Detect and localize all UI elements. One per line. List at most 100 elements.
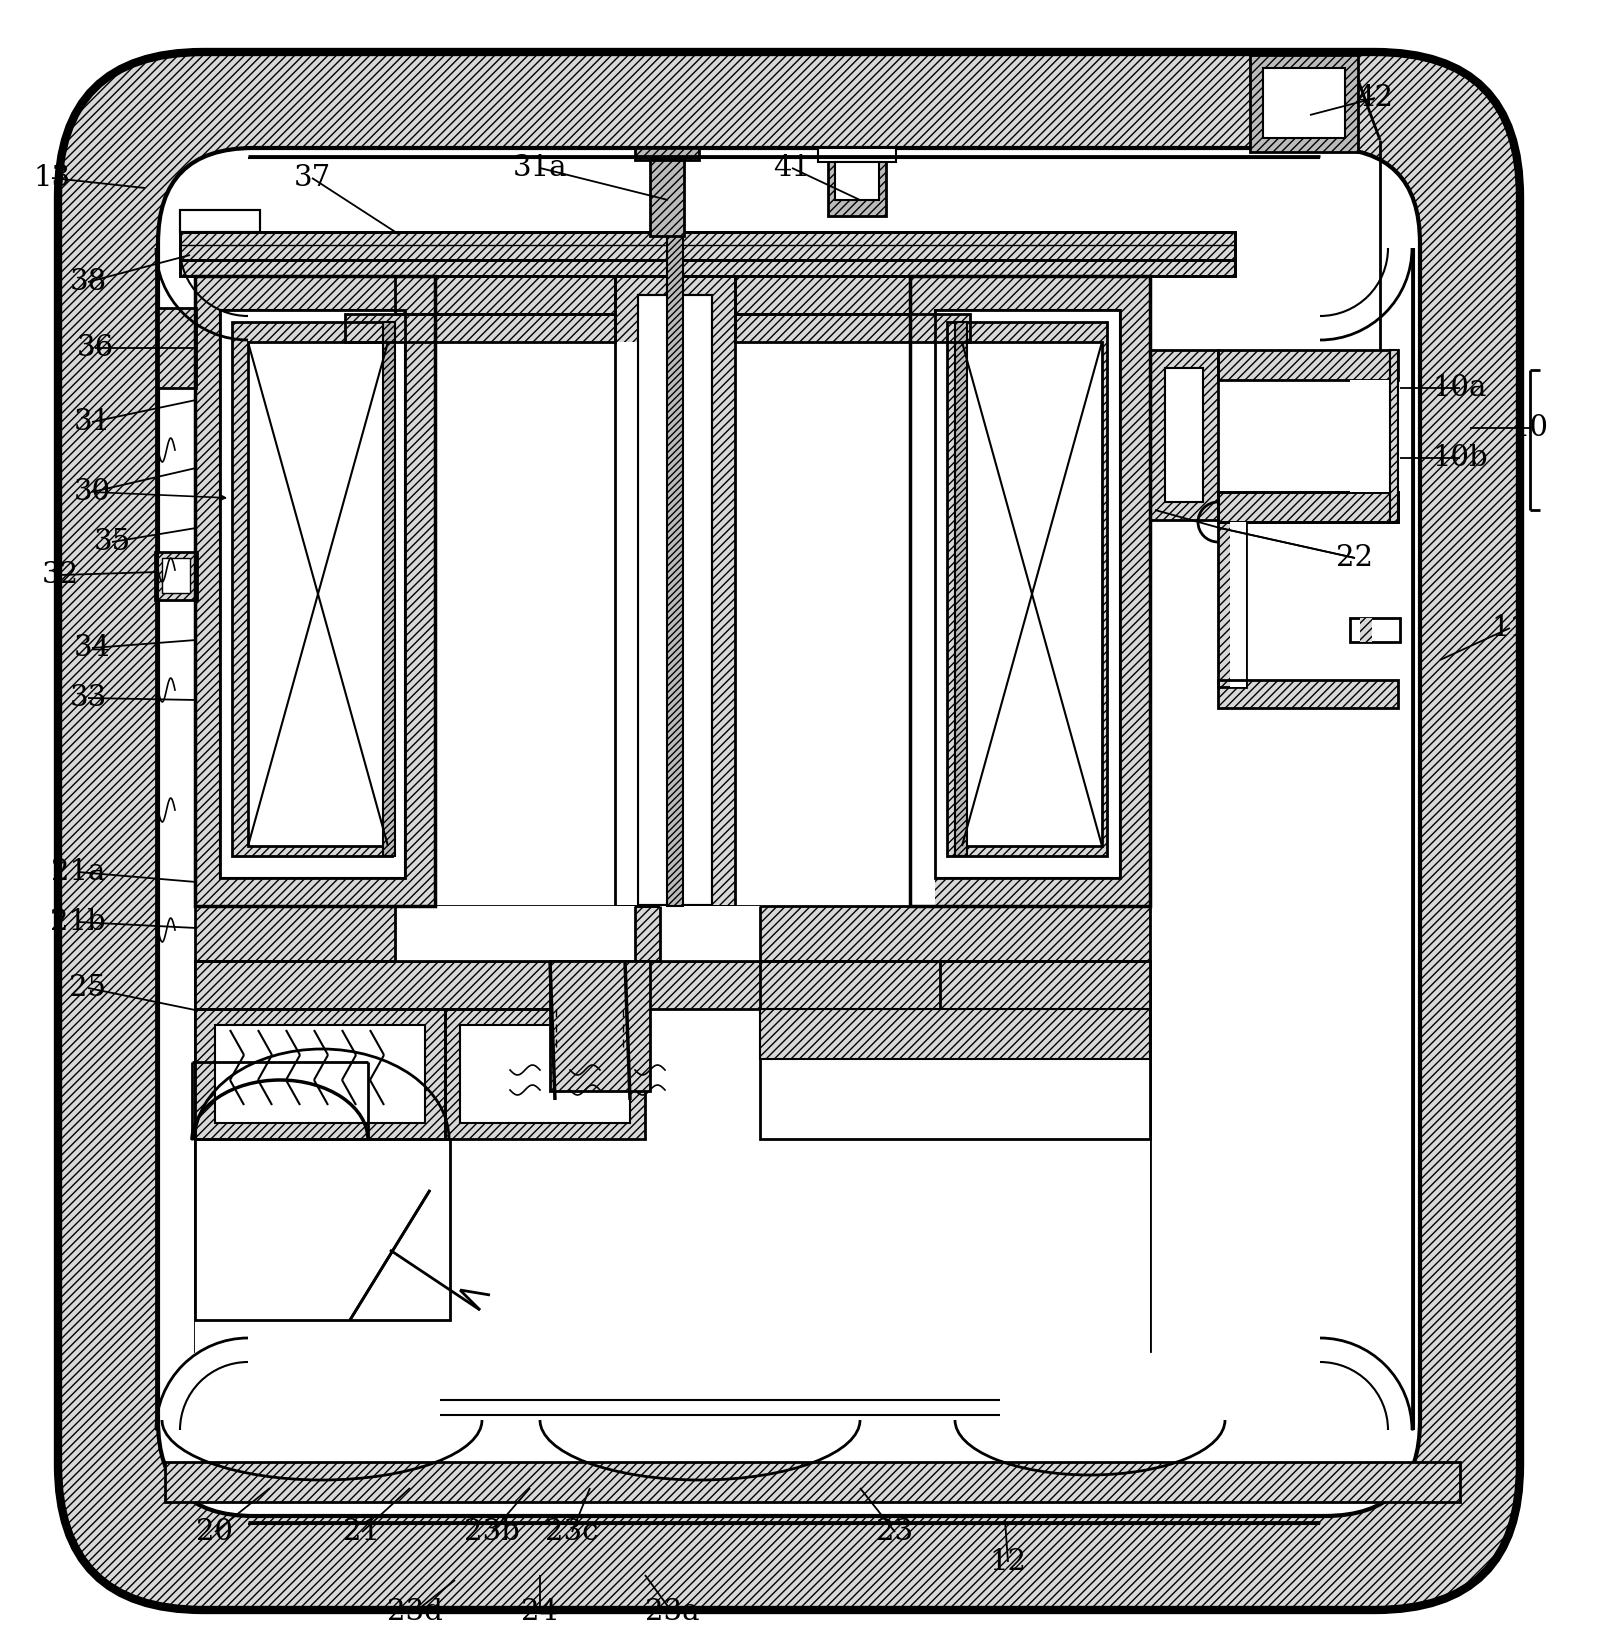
- Bar: [1262, 68, 1344, 139]
- Bar: [1349, 619, 1399, 642]
- Bar: [1390, 350, 1398, 521]
- Bar: [909, 342, 935, 906]
- Text: 33: 33: [69, 685, 107, 713]
- Text: 42: 42: [1356, 84, 1393, 112]
- Bar: [179, 210, 260, 233]
- Bar: [155, 553, 197, 601]
- Text: 20: 20: [197, 1518, 234, 1546]
- Text: 22: 22: [1336, 544, 1372, 573]
- Bar: [220, 310, 405, 878]
- Text: 23d: 23d: [387, 1597, 442, 1625]
- Bar: [158, 309, 195, 388]
- Bar: [1164, 368, 1202, 502]
- Bar: [395, 906, 634, 960]
- Bar: [195, 276, 434, 906]
- Text: 25: 25: [69, 974, 107, 1002]
- Bar: [220, 310, 405, 878]
- Bar: [634, 148, 699, 160]
- Bar: [660, 906, 760, 960]
- Bar: [195, 1010, 445, 1138]
- Bar: [165, 1462, 1459, 1502]
- Bar: [1217, 350, 1398, 380]
- Bar: [638, 295, 712, 904]
- Bar: [760, 960, 939, 1010]
- Bar: [946, 322, 1106, 856]
- Bar: [1390, 350, 1398, 521]
- Bar: [834, 162, 878, 200]
- Bar: [179, 233, 1235, 261]
- Bar: [383, 322, 395, 856]
- Bar: [1359, 619, 1372, 642]
- Bar: [460, 1025, 629, 1124]
- Bar: [232, 322, 392, 856]
- Bar: [734, 276, 909, 314]
- Bar: [395, 276, 615, 314]
- Bar: [615, 276, 734, 906]
- Text: 21a: 21a: [50, 858, 105, 886]
- Bar: [434, 342, 615, 906]
- Text: 36: 36: [76, 333, 113, 361]
- Text: 12: 12: [989, 1548, 1027, 1576]
- Bar: [935, 310, 1119, 878]
- Bar: [179, 261, 1235, 276]
- Bar: [954, 322, 967, 856]
- Polygon shape: [962, 342, 1101, 846]
- Text: 23: 23: [876, 1518, 914, 1546]
- Polygon shape: [909, 276, 1149, 906]
- Text: 38: 38: [69, 267, 107, 295]
- Text: 23c: 23c: [546, 1518, 599, 1546]
- Bar: [667, 158, 683, 906]
- Text: 10b: 10b: [1432, 444, 1486, 472]
- Bar: [161, 558, 190, 592]
- Bar: [395, 276, 615, 314]
- Bar: [158, 309, 195, 388]
- Text: 41: 41: [773, 153, 810, 182]
- Bar: [1217, 521, 1246, 686]
- Bar: [383, 322, 395, 856]
- Bar: [734, 276, 909, 314]
- Text: 35: 35: [94, 528, 131, 556]
- Polygon shape: [249, 342, 387, 846]
- Bar: [1230, 521, 1246, 686]
- FancyBboxPatch shape: [58, 53, 1519, 1610]
- Bar: [1149, 350, 1217, 520]
- Bar: [550, 960, 649, 1091]
- Bar: [828, 148, 886, 216]
- Bar: [667, 158, 683, 906]
- FancyBboxPatch shape: [158, 148, 1419, 1516]
- Bar: [760, 1010, 1149, 1138]
- Text: 23b: 23b: [463, 1518, 520, 1546]
- Text: 24: 24: [521, 1597, 558, 1625]
- Text: 11: 11: [1491, 614, 1527, 642]
- Bar: [195, 960, 1149, 1010]
- Text: 31: 31: [73, 408, 110, 436]
- Bar: [1249, 54, 1357, 152]
- Bar: [550, 960, 649, 1091]
- Bar: [195, 1010, 445, 1138]
- Text: 31a: 31a: [512, 153, 567, 182]
- Bar: [1217, 680, 1398, 708]
- Text: 34: 34: [73, 634, 110, 662]
- Bar: [760, 960, 939, 1010]
- Bar: [195, 960, 1149, 1351]
- Bar: [445, 1010, 644, 1138]
- Text: 21: 21: [344, 1518, 381, 1546]
- Bar: [445, 1010, 644, 1138]
- Text: 10: 10: [1511, 414, 1548, 442]
- Bar: [649, 158, 684, 236]
- Bar: [734, 314, 970, 342]
- Text: 23a: 23a: [644, 1597, 699, 1625]
- Bar: [215, 1025, 424, 1124]
- Bar: [195, 1138, 1149, 1468]
- Bar: [760, 1010, 1149, 1059]
- Bar: [165, 1462, 1459, 1502]
- Bar: [345, 314, 615, 342]
- Bar: [615, 342, 638, 906]
- Bar: [615, 276, 734, 906]
- Bar: [195, 276, 434, 906]
- Bar: [1217, 521, 1246, 686]
- Bar: [195, 906, 1149, 960]
- Bar: [946, 322, 1106, 856]
- Bar: [1217, 350, 1398, 380]
- Bar: [638, 295, 712, 904]
